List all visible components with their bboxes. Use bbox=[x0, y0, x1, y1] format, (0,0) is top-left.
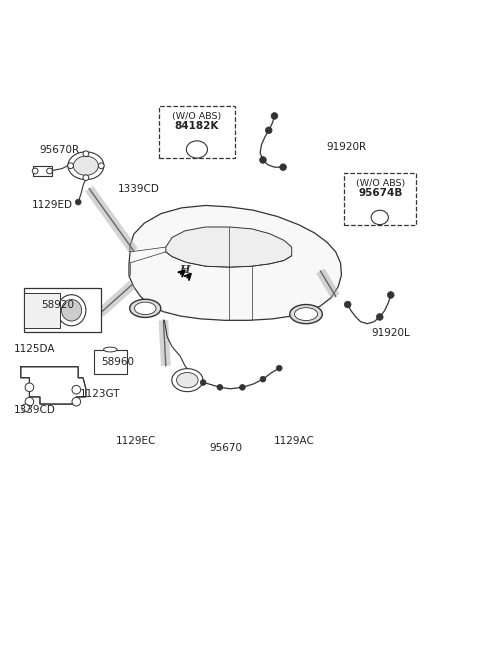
Ellipse shape bbox=[290, 305, 323, 324]
Ellipse shape bbox=[371, 210, 388, 225]
FancyBboxPatch shape bbox=[344, 173, 416, 225]
Ellipse shape bbox=[186, 141, 207, 158]
Text: 91920L: 91920L bbox=[372, 328, 410, 338]
Text: 95674B: 95674B bbox=[358, 188, 402, 198]
Polygon shape bbox=[166, 227, 292, 267]
Circle shape bbox=[72, 385, 81, 394]
Ellipse shape bbox=[57, 295, 86, 326]
FancyBboxPatch shape bbox=[94, 350, 127, 375]
Text: 91920R: 91920R bbox=[326, 141, 366, 151]
Circle shape bbox=[22, 404, 29, 412]
Text: 95670R: 95670R bbox=[39, 145, 79, 155]
Ellipse shape bbox=[61, 299, 82, 321]
Text: 1129EC: 1129EC bbox=[116, 436, 156, 447]
Circle shape bbox=[68, 163, 73, 168]
Circle shape bbox=[276, 365, 282, 371]
Circle shape bbox=[387, 291, 394, 298]
Circle shape bbox=[265, 127, 272, 134]
Ellipse shape bbox=[177, 373, 198, 388]
Circle shape bbox=[32, 168, 38, 174]
Text: 1129ED: 1129ED bbox=[32, 200, 73, 210]
Text: (W/O ABS): (W/O ABS) bbox=[356, 179, 405, 187]
FancyBboxPatch shape bbox=[158, 106, 235, 158]
Ellipse shape bbox=[104, 347, 117, 352]
Circle shape bbox=[25, 398, 34, 406]
Ellipse shape bbox=[68, 152, 104, 179]
Text: 1339CD: 1339CD bbox=[14, 405, 56, 415]
Circle shape bbox=[83, 151, 89, 157]
Ellipse shape bbox=[172, 369, 203, 392]
Text: H: H bbox=[180, 263, 190, 274]
Circle shape bbox=[200, 380, 206, 385]
Polygon shape bbox=[21, 367, 86, 404]
Circle shape bbox=[75, 199, 81, 205]
Circle shape bbox=[47, 168, 52, 174]
Circle shape bbox=[271, 113, 278, 119]
Circle shape bbox=[240, 384, 245, 390]
Circle shape bbox=[217, 384, 223, 390]
Text: 84182K: 84182K bbox=[175, 121, 219, 131]
Text: 1125DA: 1125DA bbox=[14, 344, 56, 354]
FancyBboxPatch shape bbox=[33, 166, 52, 176]
Circle shape bbox=[260, 377, 266, 382]
Text: 1123GT: 1123GT bbox=[80, 388, 120, 398]
Text: (W/O ABS): (W/O ABS) bbox=[172, 111, 222, 121]
Circle shape bbox=[376, 314, 383, 320]
Text: 58920: 58920 bbox=[41, 299, 74, 310]
Ellipse shape bbox=[295, 308, 318, 320]
Circle shape bbox=[25, 383, 34, 392]
Circle shape bbox=[98, 163, 104, 168]
Circle shape bbox=[83, 175, 89, 181]
FancyBboxPatch shape bbox=[24, 288, 101, 332]
Text: 1129AC: 1129AC bbox=[274, 436, 314, 447]
Circle shape bbox=[280, 164, 287, 170]
Circle shape bbox=[72, 398, 81, 406]
Ellipse shape bbox=[134, 302, 156, 314]
Text: 95670: 95670 bbox=[209, 443, 242, 453]
Ellipse shape bbox=[73, 156, 98, 176]
Ellipse shape bbox=[130, 299, 161, 318]
FancyBboxPatch shape bbox=[24, 293, 60, 328]
Circle shape bbox=[344, 301, 351, 308]
Text: 58960: 58960 bbox=[101, 357, 134, 367]
Polygon shape bbox=[129, 206, 341, 320]
Circle shape bbox=[260, 157, 266, 163]
Text: 1339CD: 1339CD bbox=[118, 183, 160, 194]
